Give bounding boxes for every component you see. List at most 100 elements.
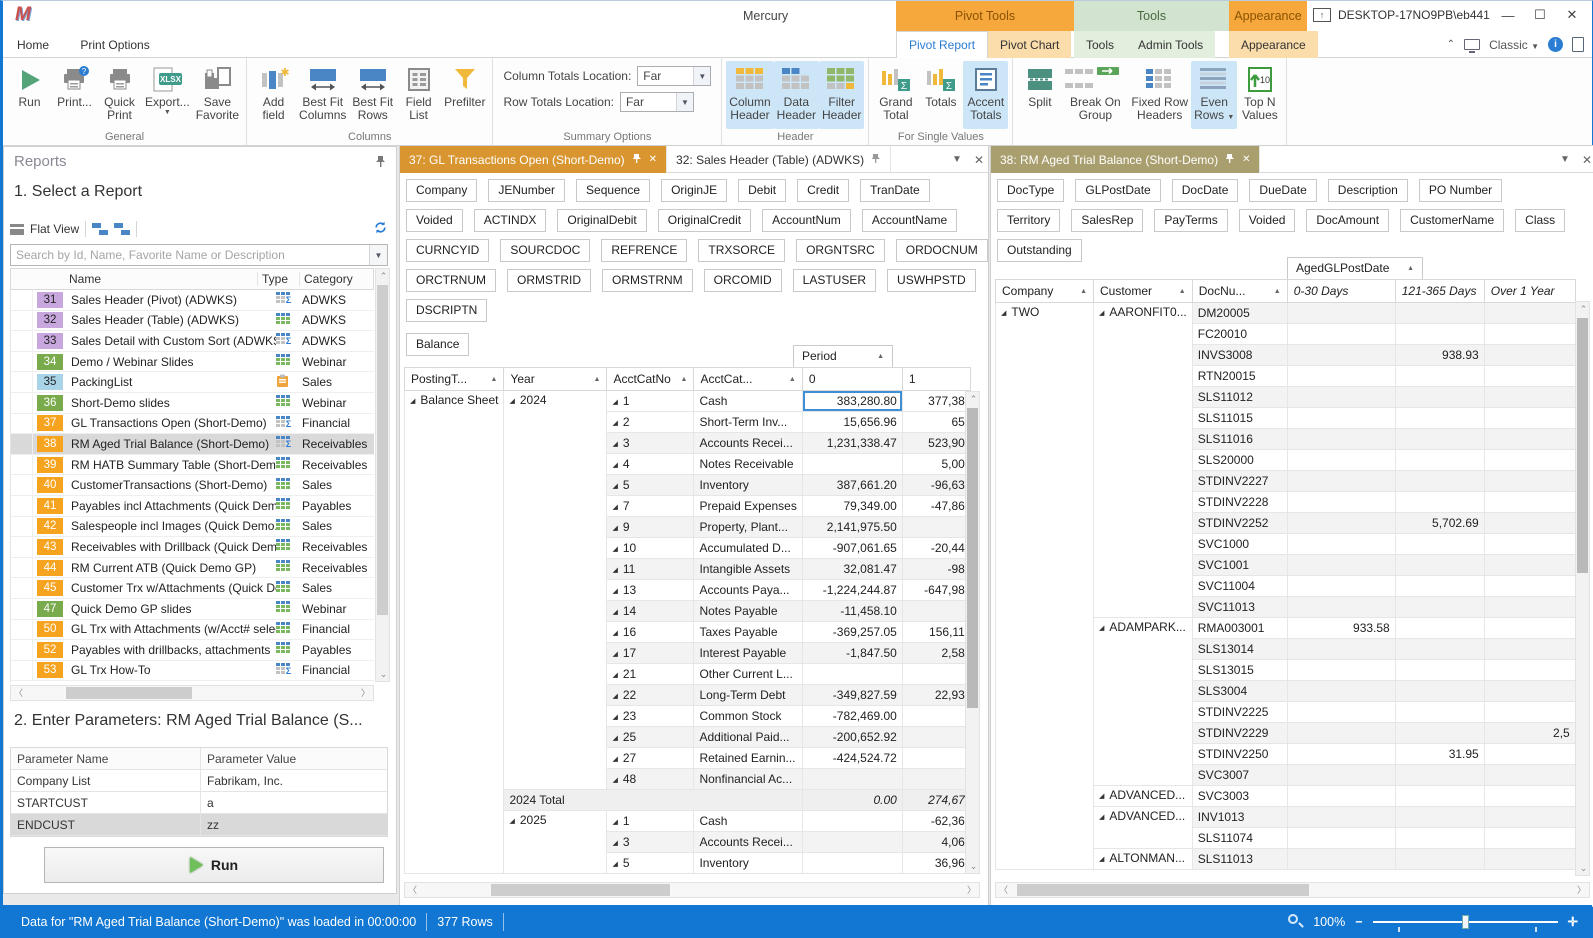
pivot-value-cell[interactable]: -98 [901,558,971,580]
pivot-cell[interactable]: ◢ 7 [606,495,695,517]
pivot-value-cell[interactable] [1286,827,1396,849]
pin-icon[interactable] [375,155,386,171]
pivot-value-cell[interactable] [1483,428,1576,450]
doc-number-cell[interactable]: SLS11012 [1191,386,1288,408]
report-row[interactable]: 53 GL Trx How-To Σ Financial [11,660,374,682]
col-category[interactable]: Category [299,272,373,286]
pivot-value-cell[interactable]: 36,96 [901,852,971,874]
field-button-dscriptn[interactable]: DSCRIPTN [406,299,488,322]
refresh-icon[interactable] [373,220,388,238]
filter-header-button[interactable]: Filter Header [819,61,865,129]
pivot-value-cell[interactable] [1483,659,1576,681]
tab-appearance[interactable]: Appearance [1229,31,1318,58]
pivot-value-cell[interactable]: -424,524.72 [801,747,903,769]
pivot-value-cell[interactable] [1286,680,1396,702]
pivot-cell[interactable]: Notes Receivable [693,453,803,475]
pivot-value-cell[interactable]: -907,061.65 [801,537,903,559]
pivot-cell[interactable]: Interest Payable [693,642,803,664]
pivot-value-cell[interactable] [1394,428,1485,450]
pivot-cell[interactable]: Other Current L... [693,663,803,685]
pivot-cell[interactable]: ◢ 2 [606,411,695,433]
pivot-value-cell[interactable] [801,453,903,475]
field-button-description[interactable]: Description [1327,179,1408,202]
pivot-value-cell[interactable]: 938.93 [1394,344,1485,366]
pivot-header-cell[interactable]: Over 1 Year [1483,279,1576,303]
field-button-uswhpstd[interactable]: USWHPSTD [887,269,976,292]
pivot-value-cell[interactable] [1286,785,1396,807]
doc-number-cell[interactable]: RTN20015 [1191,365,1288,387]
column-field-agedglpostdate[interactable]: AgedGLPostDate ▲ [1287,257,1423,280]
pivot-cell[interactable]: ◢ 10 [606,537,695,559]
pivot-cell[interactable]: Inventory [693,474,803,496]
pivot-value-cell[interactable] [1394,533,1485,555]
pivot-value-cell[interactable] [1483,617,1576,639]
pivot-header-cell[interactable]: AcctCatNo ▲ [606,367,695,391]
field-button-sourcdoc[interactable]: SOURCDOC [500,239,591,262]
field-button-company[interactable]: Company [406,179,478,202]
pivot-value-cell[interactable]: 22,93 [901,684,971,706]
pivot-value-cell[interactable] [1286,806,1396,828]
parameter-row[interactable]: STARTCUST a [11,792,387,814]
field-button-payterms[interactable]: PayTerms [1154,209,1228,232]
zoom-slider[interactable] [1372,914,1558,932]
field-button-curncyid[interactable]: CURNCYID [406,239,490,262]
pivot-cell[interactable]: ◢ 23 [606,705,695,727]
break-on-group-button[interactable]: Break On Group [1062,61,1128,129]
total-value[interactable]: 0.00 [801,789,903,811]
tab-pivot-chart[interactable]: Pivot Chart [988,31,1072,58]
parameter-row[interactable]: ENDCUST zz [11,814,387,836]
print--button[interactable]: ? Print... [52,61,97,129]
field-button-customername[interactable]: CustomerName [1400,209,1505,232]
field-button-docdate[interactable]: DocDate [1171,179,1239,202]
report-list-vscrollbar[interactable]: ⌃ ⌄ [375,268,390,682]
pivot-value-cell[interactable] [1286,638,1396,660]
pin-icon[interactable] [632,153,642,167]
field-button-orgntsrc[interactable]: ORGNTSRC [796,239,885,262]
pivot-cell[interactable]: ◢ 9 [606,516,695,538]
field-button-actindx[interactable]: ACTINDX [473,209,547,232]
report-row[interactable]: 32 Sales Header (Table) (ADWKS) ADWKS [11,310,374,332]
pivot-value-cell[interactable] [1483,680,1576,702]
col-name[interactable]: Name [69,272,102,286]
search-dropdown-icon[interactable]: ▼ [369,245,387,265]
close-button[interactable]: ✕ [1566,7,1578,22]
pivot-value-cell[interactable] [1394,407,1485,429]
pivot-value-cell[interactable] [1394,386,1485,408]
tab-pivot-report[interactable]: Pivot Report [896,31,989,58]
pivot-header-cell[interactable]: 121-365 Days [1394,279,1485,303]
pivot-value-cell[interactable] [1286,302,1396,324]
pivot-value-cell[interactable] [1286,449,1396,471]
pivot-value-cell[interactable]: 32,081.47 [801,558,903,580]
pivot-value-cell[interactable] [1483,449,1576,471]
report-row[interactable]: 35 PackingList Sales [11,372,374,393]
close-pane-icon[interactable]: ✕ [1581,152,1592,167]
pivot-value-cell[interactable] [1286,722,1396,744]
pivot-value-cell[interactable]: 2,141,975.50 [801,516,903,538]
doc-number-cell[interactable]: STDINV2228 [1191,491,1288,513]
field-button-trxsorce[interactable]: TRXSORCE [698,239,786,262]
field-button-salesrep[interactable]: SalesRep [1071,209,1144,232]
report-row[interactable]: 36 Short-Demo slides Webinar [11,392,374,414]
doc-number-cell[interactable]: SLS11013 [1191,848,1288,870]
pivot-value-cell[interactable] [901,768,971,790]
doc-number-cell[interactable]: SLS13014 [1191,638,1288,660]
maximize-button[interactable]: ☐ [1534,7,1546,22]
pivot-header-cell[interactable]: Company ▲ [995,279,1094,303]
pivot-value-cell[interactable] [1394,827,1485,849]
field-button-class[interactable]: Class [1515,209,1566,232]
pivot-value-cell[interactable] [1483,533,1576,555]
pivot-value-cell[interactable] [801,663,903,685]
totals-location-select[interactable]: Far ▼ [619,92,694,112]
pivot-value-cell[interactable]: -47,86 [901,495,971,517]
doc-number-cell[interactable]: STDINV2252 [1191,512,1288,534]
pivot-value-cell[interactable]: 79,349.00 [801,495,903,517]
pivot-value-cell[interactable]: 2,5 [1483,722,1576,744]
pivot-value-cell[interactable]: -1,224,244.87 [801,579,903,601]
report-row[interactable]: 42 Salespeople incl Images (Quick Demo...… [11,516,374,538]
pivot-value-cell[interactable] [1483,764,1576,786]
pivot-value-cell[interactable]: 5,702.69 [1394,512,1485,534]
pivot-value-cell[interactable] [1394,575,1485,597]
even-rows-button[interactable]: Even Rows ▼ [1191,61,1238,129]
report-row[interactable]: 43 Receivables with Drillback (Quick Demo… [11,537,374,558]
pivot-value-cell[interactable]: 523,90 [901,432,971,454]
